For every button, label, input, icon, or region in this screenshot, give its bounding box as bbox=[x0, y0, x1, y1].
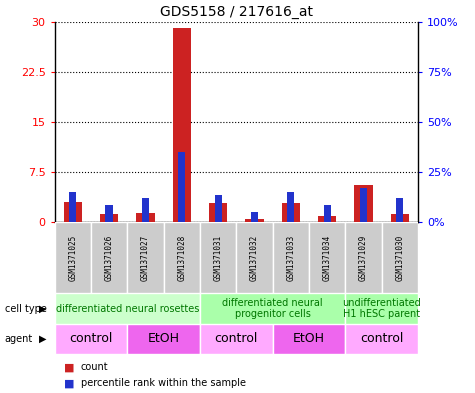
Text: GSM1371026: GSM1371026 bbox=[104, 234, 114, 281]
Bar bbox=[251, 212, 258, 222]
Text: undifferentiated
H1 hESC parent: undifferentiated H1 hESC parent bbox=[342, 298, 421, 319]
Text: percentile rank within the sample: percentile rank within the sample bbox=[81, 378, 246, 388]
Text: count: count bbox=[81, 362, 108, 373]
Bar bbox=[178, 152, 185, 222]
Bar bbox=[282, 203, 300, 222]
Text: GSM1371034: GSM1371034 bbox=[323, 234, 332, 281]
Text: GSM1371030: GSM1371030 bbox=[395, 234, 404, 281]
Bar bbox=[345, 222, 381, 293]
Bar bbox=[105, 205, 113, 222]
Bar bbox=[381, 222, 418, 293]
Bar bbox=[318, 216, 336, 222]
Bar bbox=[64, 202, 82, 222]
Bar bbox=[127, 222, 163, 293]
Text: control: control bbox=[215, 332, 258, 345]
Text: ■: ■ bbox=[64, 378, 75, 388]
Bar bbox=[136, 213, 154, 222]
Bar bbox=[55, 222, 91, 293]
Title: GDS5158 / 217616_at: GDS5158 / 217616_at bbox=[160, 5, 313, 19]
Text: control: control bbox=[69, 332, 113, 345]
Text: agent: agent bbox=[5, 334, 33, 344]
Bar bbox=[55, 293, 200, 324]
Text: ▶: ▶ bbox=[39, 303, 47, 314]
Bar bbox=[127, 324, 200, 354]
Bar bbox=[200, 293, 345, 324]
Text: control: control bbox=[360, 332, 403, 345]
Text: differentiated neural rosettes: differentiated neural rosettes bbox=[56, 303, 199, 314]
Bar bbox=[163, 222, 200, 293]
Text: GSM1371029: GSM1371029 bbox=[359, 234, 368, 281]
Bar bbox=[309, 222, 345, 293]
Bar bbox=[69, 192, 76, 222]
Bar bbox=[215, 195, 222, 222]
Bar bbox=[142, 198, 149, 222]
Bar bbox=[200, 222, 237, 293]
Text: GSM1371033: GSM1371033 bbox=[286, 234, 295, 281]
Text: GSM1371031: GSM1371031 bbox=[214, 234, 223, 281]
Bar bbox=[396, 198, 403, 222]
Bar bbox=[55, 324, 127, 354]
Bar bbox=[345, 293, 418, 324]
Text: EtOH: EtOH bbox=[148, 332, 180, 345]
Text: GSM1371025: GSM1371025 bbox=[68, 234, 77, 281]
Bar bbox=[273, 324, 345, 354]
Bar bbox=[100, 214, 118, 222]
Bar bbox=[173, 28, 191, 222]
Bar bbox=[354, 185, 372, 222]
Bar bbox=[246, 219, 264, 222]
Bar bbox=[200, 324, 273, 354]
Bar bbox=[237, 222, 273, 293]
Text: differentiated neural
progenitor cells: differentiated neural progenitor cells bbox=[222, 298, 323, 319]
Bar bbox=[323, 205, 331, 222]
Bar bbox=[273, 222, 309, 293]
Text: cell type: cell type bbox=[5, 303, 47, 314]
Text: GSM1371027: GSM1371027 bbox=[141, 234, 150, 281]
Text: ▶: ▶ bbox=[39, 334, 47, 344]
Text: ■: ■ bbox=[64, 362, 75, 373]
Text: EtOH: EtOH bbox=[293, 332, 325, 345]
Bar bbox=[360, 188, 367, 222]
Bar bbox=[209, 203, 227, 222]
Bar bbox=[345, 324, 418, 354]
Text: GSM1371028: GSM1371028 bbox=[177, 234, 186, 281]
Bar bbox=[287, 192, 294, 222]
Text: GSM1371032: GSM1371032 bbox=[250, 234, 259, 281]
Bar bbox=[391, 214, 409, 222]
Bar bbox=[91, 222, 127, 293]
